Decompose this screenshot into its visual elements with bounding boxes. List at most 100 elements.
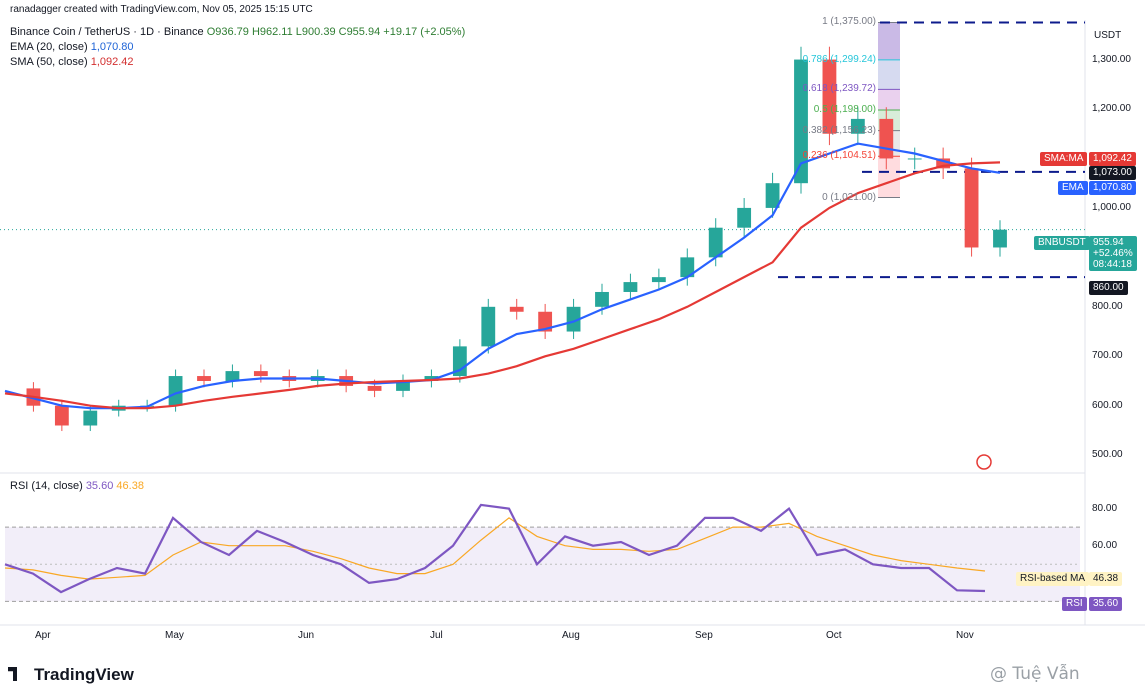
candle-body bbox=[623, 282, 638, 292]
candle-body bbox=[765, 183, 780, 208]
candle-body bbox=[651, 277, 666, 283]
tradingview-logo-text: TradingView bbox=[34, 665, 134, 684]
candle-body bbox=[879, 118, 894, 159]
candle-body bbox=[197, 376, 211, 381]
rsi-tick-label: 60.00 bbox=[1092, 539, 1118, 551]
rsi-legend[interactable]: RSI (14, close) 35.60 46.38 bbox=[10, 480, 144, 492]
candle-body bbox=[708, 227, 723, 258]
symbol-tag-pct: +52.46% bbox=[1093, 248, 1133, 259]
ema-line bbox=[4, 142, 1001, 410]
time-tick-label: Nov bbox=[956, 630, 974, 641]
candle-body bbox=[424, 376, 439, 381]
ema-tag-label: EMA bbox=[1058, 181, 1088, 195]
rsi-ma-line bbox=[4, 517, 986, 580]
sma-line bbox=[4, 161, 1001, 410]
fib-level-label: 0 (1,021.00) bbox=[822, 191, 876, 203]
time-tick-label: May bbox=[165, 630, 184, 641]
symbol-line: Binance Coin / TetherUS · 1D · Binance O… bbox=[10, 26, 465, 38]
candle-body bbox=[83, 410, 98, 426]
ohlc-change: +19.17 (+2.05%) bbox=[383, 26, 466, 38]
time-tick-label: Jul bbox=[430, 630, 443, 641]
ohlc-close: C955.94 bbox=[338, 26, 381, 38]
candle-body bbox=[538, 311, 553, 332]
rsi-ma-legend-value: 46.38 bbox=[116, 480, 144, 492]
time-tick-label: Oct bbox=[826, 630, 842, 641]
ema-legend[interactable]: EMA (20, close) 1,070.80 bbox=[10, 41, 134, 53]
time-tick-label: Jun bbox=[298, 630, 315, 641]
rsi-legend-label: RSI (14, close) bbox=[10, 480, 83, 492]
alert-icon bbox=[976, 454, 992, 470]
candle-body bbox=[850, 118, 865, 134]
candle-body bbox=[566, 306, 581, 332]
sma-tag-value: 1,092.42 bbox=[1089, 152, 1136, 166]
tradingview-logo-icon bbox=[8, 667, 17, 681]
ema-tag-value: 1,070.80 bbox=[1089, 181, 1136, 195]
symbol-tag-time: 08:44:18 bbox=[1093, 259, 1132, 270]
sma-legend-value: 1,092.42 bbox=[90, 56, 134, 68]
rsi-line bbox=[4, 503, 986, 594]
price-tick-label: 1,200.00 bbox=[1092, 103, 1131, 114]
candle-body bbox=[794, 59, 808, 184]
candle-body bbox=[993, 229, 1007, 248]
fib-level-label: 0.786 (1,299.24) bbox=[802, 53, 876, 65]
currency-label: USDT bbox=[1094, 30, 1122, 41]
fib-zone bbox=[878, 156, 900, 198]
sma-legend-label: SMA (50, close) bbox=[10, 56, 88, 68]
candle-body bbox=[168, 376, 183, 406]
price-tick-label: 1,300.00 bbox=[1092, 53, 1131, 65]
fib-zone bbox=[878, 89, 900, 110]
fib-level-label: 0.236 (1,104.51) bbox=[802, 150, 876, 162]
candle-body bbox=[253, 371, 268, 377]
symbol-title: Binance Coin / TetherUS · 1D · Binance bbox=[10, 26, 204, 38]
candle-body bbox=[225, 371, 240, 381]
price-tick-label: 600.00 bbox=[1092, 399, 1123, 411]
ema-legend-value: 1,070.80 bbox=[90, 41, 134, 53]
fib-zone bbox=[878, 59, 900, 90]
ohlc-low: L900.39 bbox=[295, 26, 336, 38]
ohlc-open: O936.79 bbox=[206, 26, 249, 38]
rsi-tag-label: RSI bbox=[1062, 597, 1087, 611]
time-tick-label: Aug bbox=[562, 630, 580, 641]
fib-zone bbox=[878, 22, 900, 60]
rsi-ma-tag-value: 46.38 bbox=[1089, 572, 1123, 586]
price-tick-label: 500.00 bbox=[1092, 449, 1123, 461]
price-tick-label: 800.00 bbox=[1092, 300, 1123, 312]
rsi-legend-value: 35.60 bbox=[85, 480, 114, 492]
candle-body bbox=[54, 405, 69, 426]
time-tick-label: Sep bbox=[695, 630, 713, 641]
rsi-ma-tag-label: RSI-based MA bbox=[1016, 572, 1090, 586]
rsi-tick-label: 80.00 bbox=[1092, 502, 1118, 514]
time-tick-label: Apr bbox=[35, 630, 51, 641]
rsi-tag-value: 35.60 bbox=[1089, 597, 1123, 611]
price-chart-svg[interactable] bbox=[0, 0, 1145, 655]
sma-legend[interactable]: SMA (50, close) 1,092.42 bbox=[10, 56, 134, 68]
fib-level-label: 0.5 (1,198.00) bbox=[813, 104, 876, 115]
candle-body bbox=[907, 158, 922, 160]
candle-body bbox=[367, 385, 382, 391]
candle-body bbox=[936, 158, 951, 169]
candle-body bbox=[822, 59, 837, 134]
sma-tag-label: SMA:MA bbox=[1040, 152, 1088, 166]
price-tick-label: 700.00 bbox=[1092, 350, 1123, 362]
candle-body bbox=[396, 380, 410, 391]
fib-level-label: 0.382 (1,156.23) bbox=[802, 124, 876, 136]
level-1073-tag: 1,073.00 bbox=[1089, 166, 1136, 180]
candle-body bbox=[481, 306, 496, 347]
candle-body bbox=[737, 207, 752, 228]
ema-legend-label: EMA (20, close) bbox=[10, 41, 88, 53]
symbol-tag-label: BNBUSDT bbox=[1034, 236, 1090, 250]
footer bbox=[0, 655, 1145, 697]
created-by-text: ranadagger created with TradingView.com,… bbox=[10, 4, 313, 15]
candle-body bbox=[509, 306, 524, 312]
symbol-tag-box: 955.94 +52.46% 08:44:18 bbox=[1089, 236, 1137, 271]
tradingview-logo[interactable]: TradingView bbox=[8, 665, 134, 685]
support-tag: 860.00 bbox=[1089, 281, 1128, 295]
price-tick-label: 1,000.00 bbox=[1092, 201, 1131, 213]
symbol-tag-price: 955.94 bbox=[1093, 237, 1124, 248]
candle-body bbox=[680, 257, 695, 278]
candle-body bbox=[964, 168, 979, 248]
ohlc-high: H962.11 bbox=[251, 26, 293, 38]
fib-level-label: 1 (1,375.00) bbox=[822, 16, 876, 28]
candle-body bbox=[595, 291, 609, 307]
